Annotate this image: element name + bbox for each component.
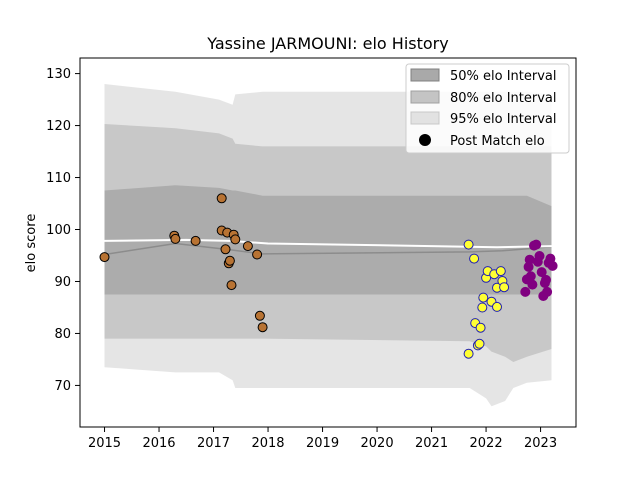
post-match-point [252,249,263,260]
post-match-point [478,292,489,303]
post-match-point [547,260,558,271]
legend: 50% elo Interval 80% elo Interval 95% el… [405,63,570,154]
x-tick-label: 2016 [142,436,175,451]
legend-label-50: 50% elo Interval [450,69,557,84]
mean-elo-line [104,238,552,249]
post-match-point [242,241,253,252]
chart-title: Yassine JARMOUNI: elo History [206,34,448,53]
post-match-points [99,193,558,359]
x-tick-label: 2019 [306,436,339,451]
x-axis: 2015 2016 2017 2018 2019 2020 2021 2022 2023 [88,427,557,451]
post-match-point [534,251,545,261]
post-match-point [170,233,181,244]
y-tick-label: 130 [46,67,71,82]
y-tick-label: 100 [46,223,71,238]
post-match-point [257,322,268,333]
post-match-point [520,286,531,297]
post-match-point [190,235,201,246]
post-match-point [542,286,553,297]
legend-label-post-match: Post Match elo [450,134,545,149]
post-match-point [527,279,538,290]
legend-marker-post-match [419,134,431,146]
x-tick-label: 2018 [251,436,284,451]
y-tick-label: 110 [46,171,71,186]
post-match-point [99,252,110,263]
x-tick-label: 2020 [361,436,394,451]
post-match-point [495,266,506,277]
x-tick-label: 2015 [88,436,121,451]
x-tick-label: 2023 [524,436,557,451]
post-match-point [531,239,542,250]
post-match-point [226,280,237,291]
post-match-point [525,271,536,282]
x-tick-label: 2017 [197,436,230,451]
legend-label-95: 95% elo Interval [450,112,557,127]
y-axis-label: elo score [24,214,39,273]
post-match-point [469,253,480,264]
band-50 [104,185,552,295]
post-match-point [220,244,231,255]
post-match-point [463,239,474,250]
y-tick-label: 70 [54,379,71,394]
y-tick-label: 90 [54,275,71,290]
post-match-point [474,338,485,349]
x-tick-label: 2021 [415,436,448,451]
legend-box [405,63,570,154]
legend-swatch-95 [410,111,440,125]
x-tick-label: 2022 [470,436,503,451]
post-match-point [216,193,227,204]
post-match-point [254,310,265,321]
legend-label-80: 80% elo Interval [450,91,557,106]
legend-swatch-50 [410,68,440,82]
y-tick-label: 120 [46,119,71,134]
post-match-point [477,302,488,313]
post-match-point [463,348,474,359]
y-tick-label: 80 [54,327,71,342]
post-match-point [499,282,510,293]
post-match-point [230,234,241,245]
legend-swatch-80 [410,90,440,104]
plot-frame [79,57,577,428]
post-match-point [492,301,502,312]
post-match-point [224,255,235,266]
post-match-point [541,274,551,285]
post-match-point [536,267,547,278]
post-match-point [524,254,535,265]
y-axis: 70 80 90 100 110 120 130 [46,67,80,394]
post-match-point [475,322,486,333]
